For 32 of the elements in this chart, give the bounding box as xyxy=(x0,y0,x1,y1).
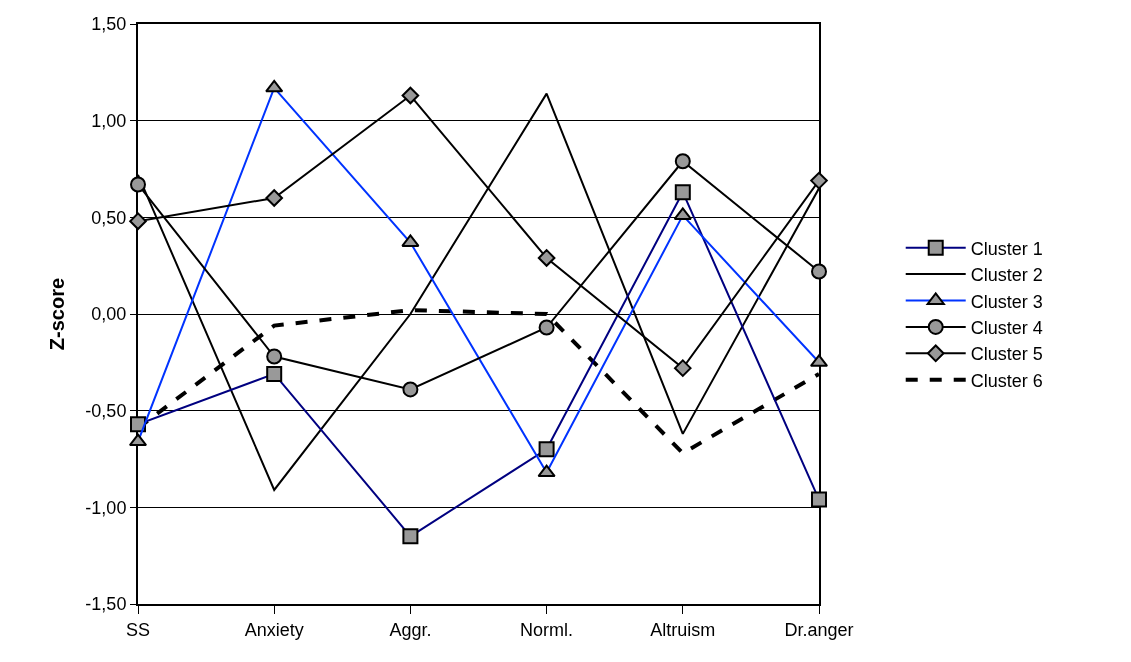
y-tick-label: 0,00 xyxy=(91,304,127,325)
x-tick-label: Dr.anger xyxy=(784,619,854,640)
legend-label: Cluster 4 xyxy=(970,317,1043,338)
point xyxy=(537,249,556,267)
point xyxy=(266,348,283,365)
x-tick-label: Altruism xyxy=(650,619,716,640)
legend-label: Cluster 5 xyxy=(970,344,1043,365)
y-tick-label: 1,00 xyxy=(91,110,127,131)
point xyxy=(538,319,555,336)
point xyxy=(810,171,828,190)
y-tick-label: -1,00 xyxy=(85,497,127,518)
y-tick-label: -1,50 xyxy=(85,594,127,615)
point xyxy=(401,86,420,105)
x-tick-label: Aggr. xyxy=(389,619,432,640)
legend-label: Cluster 6 xyxy=(970,370,1043,391)
x-tick-label: Norml. xyxy=(520,619,574,640)
point xyxy=(811,263,827,280)
point xyxy=(674,153,691,170)
y-tick-label: -0,50 xyxy=(85,400,127,421)
legend-label: Cluster 2 xyxy=(970,265,1043,286)
y-tick-label: 0,50 xyxy=(91,207,127,228)
legend-label: Cluster 1 xyxy=(970,238,1043,259)
x-tick-label: Anxiety xyxy=(244,619,304,640)
x-tick-label: SS xyxy=(125,619,151,640)
point xyxy=(129,212,147,230)
y-axis-title: Z-score xyxy=(46,277,69,351)
y-tick-label: 1,50 xyxy=(91,14,127,35)
point xyxy=(265,189,283,207)
point xyxy=(402,381,419,398)
legend-label: Cluster 3 xyxy=(970,291,1043,312)
point xyxy=(674,359,692,377)
point xyxy=(130,176,146,193)
